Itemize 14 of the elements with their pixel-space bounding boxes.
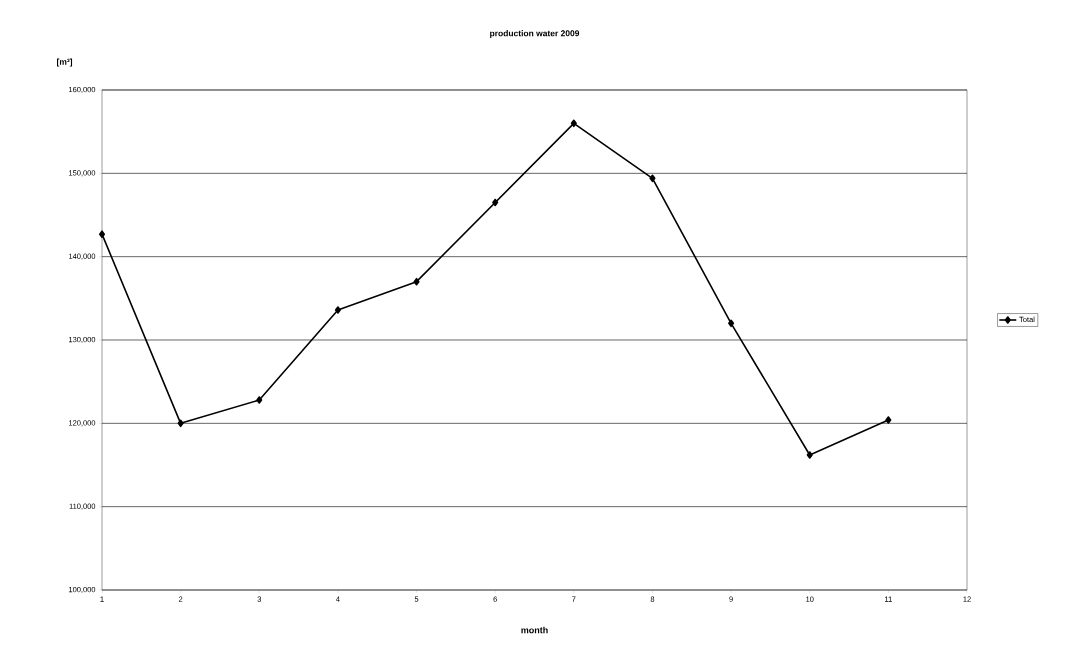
x-axis-title: month <box>521 626 548 634</box>
point <box>570 119 577 128</box>
point <box>885 416 892 424</box>
point <box>413 277 420 286</box>
point <box>98 230 106 238</box>
point <box>806 451 813 459</box>
y-axis-title: [m³] <box>57 58 73 67</box>
chart-title: production water 2009 <box>490 30 580 38</box>
point <box>728 319 735 328</box>
point <box>649 174 656 183</box>
point <box>177 419 184 428</box>
point <box>334 306 341 314</box>
point <box>256 396 263 404</box>
point <box>492 198 499 207</box>
